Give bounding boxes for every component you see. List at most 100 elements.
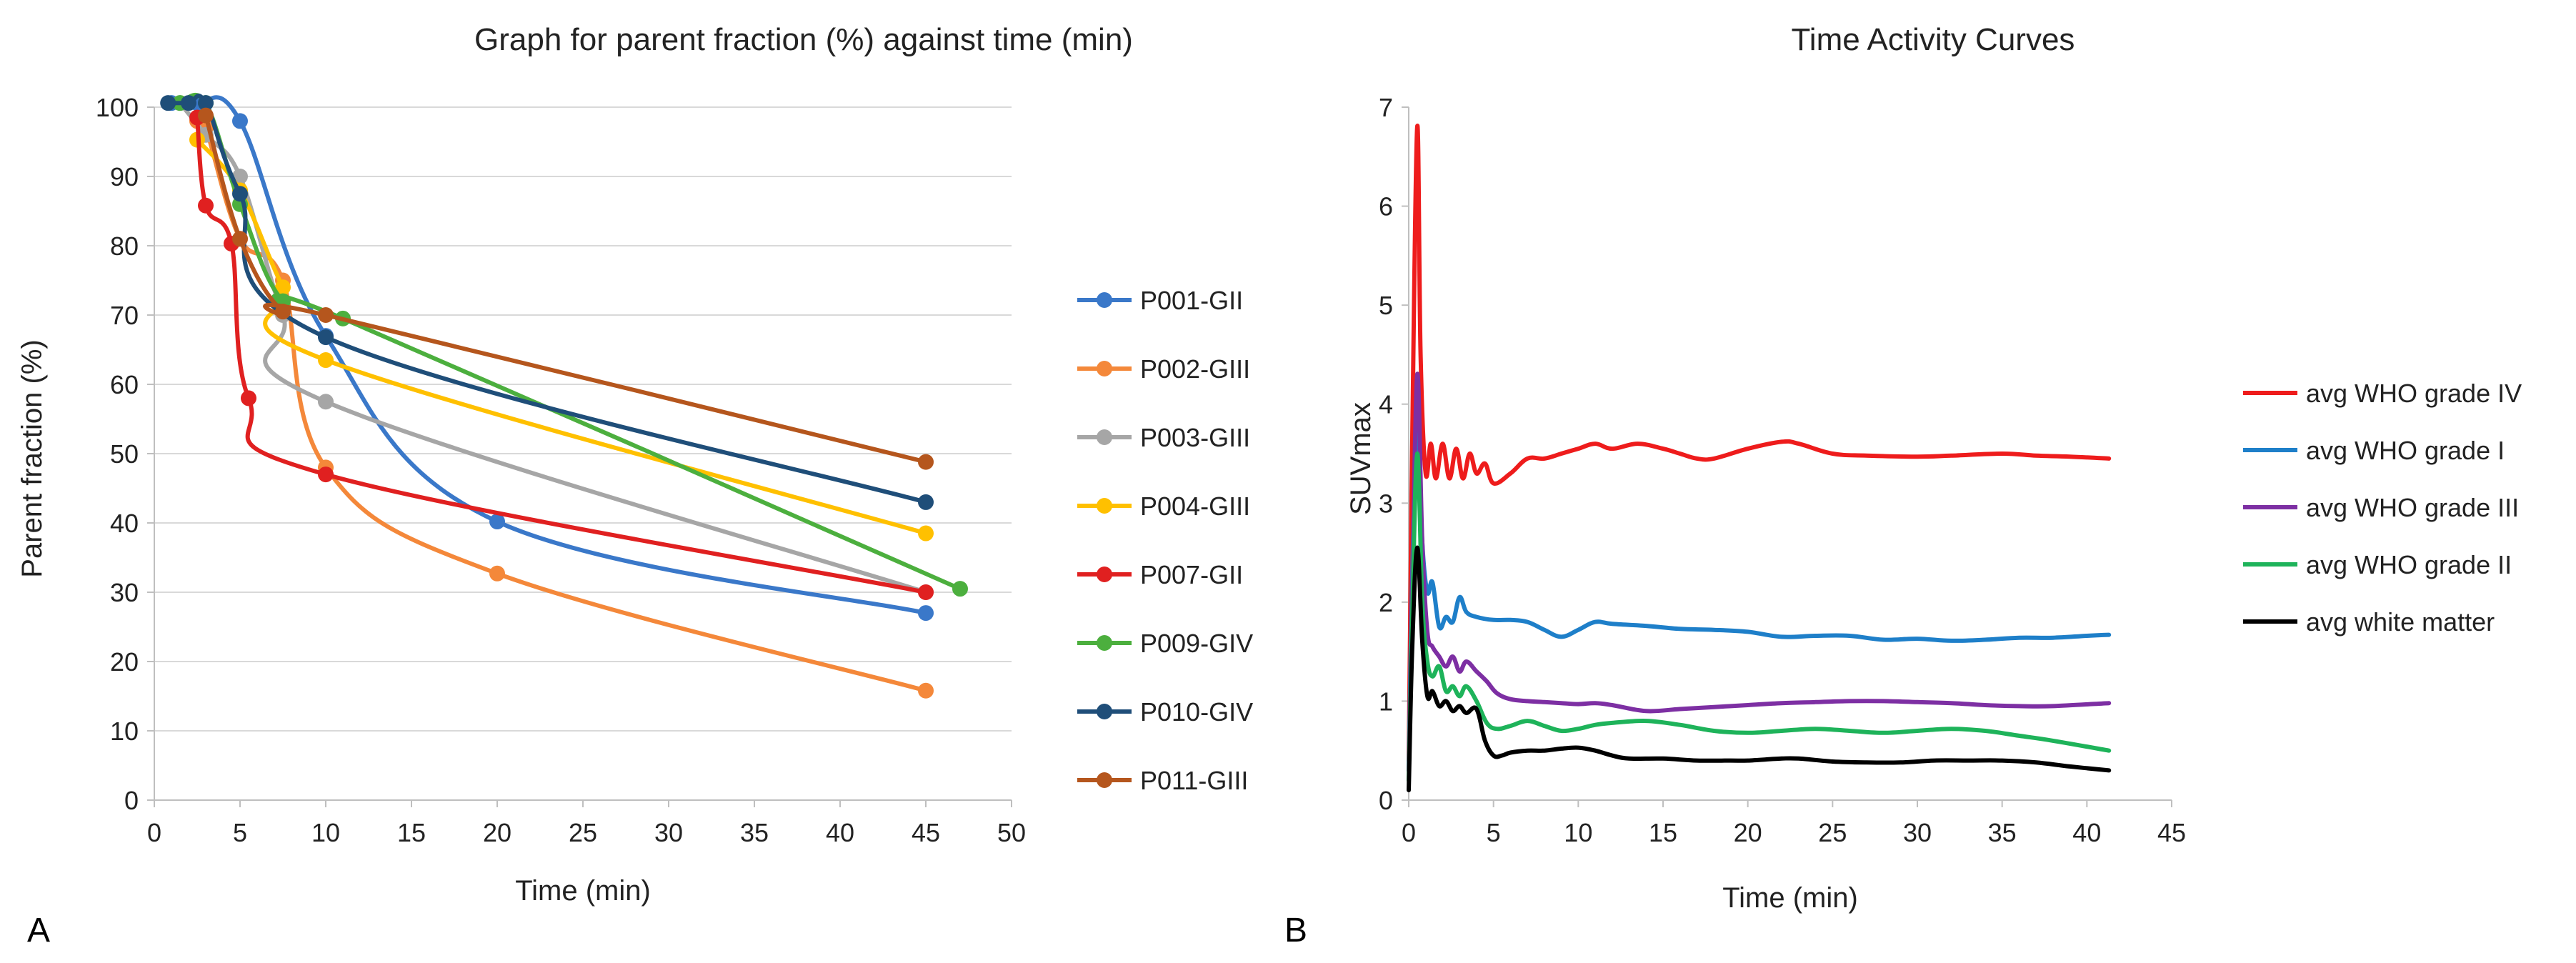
chart-a-y-tick-label: 10 <box>110 717 139 746</box>
data-point-p011-giii <box>232 231 248 247</box>
legend-marker-p003-giii <box>1097 429 1112 445</box>
chart-b-x-tick-label: 5 <box>1487 818 1501 847</box>
chart-a-y-tick-label: 60 <box>110 370 139 399</box>
data-point-p011-giii <box>918 454 934 470</box>
data-point-p001-gii <box>489 514 505 530</box>
data-point-p007-gii <box>198 197 214 214</box>
chart-b-y-tick-label: 6 <box>1379 192 1393 221</box>
data-point-p010-giv <box>318 329 334 346</box>
chart-b-y-tick-label: 0 <box>1379 786 1393 815</box>
chart-b-y-tick-label: 4 <box>1379 390 1393 419</box>
chart-a-x-tick-label: 5 <box>233 818 247 847</box>
series-avg-who-grade-ii <box>1407 451 2112 783</box>
legend-label-avg-who-grade-iii: avg WHO grade III <box>2306 493 2519 522</box>
chart-a-x-tick-label: 10 <box>311 818 340 847</box>
series-avg-white-matter <box>1407 545 2112 793</box>
legend-label-p011-giii: P011-GIII <box>1140 766 1248 795</box>
data-point-p001-gii <box>918 605 934 622</box>
chart-a-legend: P001-GII P002-GIII P003-GIII P004-GIII P007-… <box>1077 286 1253 795</box>
chart-a-y-ticks: 0 10 20 30 40 50 60 70 80 90 100 <box>96 93 139 815</box>
series-line-p002-giii <box>195 114 928 693</box>
series-line-avg-who-grade-iii <box>1407 371 2112 773</box>
legend-item-avg-who-grade-iv: avg WHO grade IV <box>2243 379 2522 408</box>
data-point-p010-giv <box>160 95 176 111</box>
data-point-p010-giv <box>232 186 248 202</box>
legend-item-p004-giii: P004-GIII <box>1077 492 1250 521</box>
chart-b-x-tick-label: 10 <box>1564 818 1592 847</box>
chart-a-x-tick-label: 45 <box>912 818 940 847</box>
chart-a-axes <box>147 106 1012 807</box>
panel-label-b: B <box>1284 912 1307 949</box>
legend-item-p001-gii: P001-GII <box>1077 286 1243 315</box>
data-point-p004-giii <box>275 279 291 296</box>
legend-label-p004-giii: P004-GIII <box>1140 492 1250 521</box>
chart-b-y-ticks: 0 1 2 3 4 5 6 7 <box>1379 93 1393 815</box>
chart-b-x-tick-label: 45 <box>2157 818 2186 847</box>
chart-a-y-tick-label: 90 <box>110 162 139 191</box>
legend-item-avg-white-matter: avg white matter <box>2243 607 2495 637</box>
chart-a-y-tick-label: 20 <box>110 647 139 677</box>
legend-item-avg-who-grade-i: avg WHO grade I <box>2243 436 2505 465</box>
chart-a-series <box>160 92 968 699</box>
chart-b-x-tick-label: 40 <box>2072 818 2101 847</box>
data-point-p010-giv <box>918 494 934 510</box>
data-point-p007-gii <box>918 584 934 600</box>
data-point-p010-giv <box>181 95 196 111</box>
chart-b-y-tick-label: 2 <box>1379 588 1393 617</box>
chart-a-x-tick-label: 50 <box>997 818 1026 847</box>
legend-marker-p004-giii <box>1097 498 1112 514</box>
chart-b-x-ticks: 0 5 10 15 20 25 30 35 40 45 <box>1402 818 2186 847</box>
series-line-p009-giv <box>178 92 962 592</box>
chart-a-y-axis-label: Parent fraction (%) <box>16 339 48 577</box>
series-avg-who-grade-iii <box>1407 371 2112 773</box>
chart-b-y-axis-label: SUVmax <box>1345 402 1377 515</box>
series-line-avg-who-grade-ii <box>1407 451 2112 783</box>
chart-b-x-tick-label: 0 <box>1402 818 1416 847</box>
chart-a-x-tick-label: 20 <box>483 818 511 847</box>
series-line-p007-gii <box>195 115 928 594</box>
series-p001-gii <box>164 95 934 622</box>
data-point-p004-giii <box>918 525 934 542</box>
chart-b-y-tick-label: 5 <box>1379 291 1393 320</box>
series-avg-who-grade-i <box>1407 421 2112 773</box>
chart-a-x-tick-label: 35 <box>740 818 769 847</box>
legend-label-avg-who-grade-iv: avg WHO grade IV <box>2306 379 2522 408</box>
legend-item-p011-giii: P011-GIII <box>1077 766 1248 795</box>
data-point-p002-giii <box>918 682 934 699</box>
chart-b-title: Time Activity Curves <box>1792 22 2075 57</box>
legend-label-p010-giv: P010-GIV <box>1140 697 1253 727</box>
legend-item-p010-giv: P010-GIV <box>1077 697 1253 727</box>
legend-label-p001-gii: P001-GII <box>1140 286 1243 315</box>
data-point-p011-giii <box>275 304 291 320</box>
chart-b-series <box>1407 124 2112 793</box>
chart-b-legend: avg WHO grade IV avg WHO grade I avg WHO g… <box>2243 379 2522 637</box>
chart-a-x-axis-label: Time (min) <box>515 875 651 907</box>
chart-a-y-tick-label: 80 <box>110 231 139 261</box>
chart-b-x-tick-label: 35 <box>1988 818 2017 847</box>
data-point-p011-giii <box>198 107 214 124</box>
legend-item-p002-giii: P002-GIII <box>1077 354 1250 384</box>
data-point-p011-giii <box>318 307 334 323</box>
chart-a-title: Graph for parent fraction (%) against ti… <box>474 22 1133 57</box>
data-point-p004-giii <box>318 352 334 369</box>
series-line-avg-white-matter <box>1407 545 2112 793</box>
legend-item-p003-giii: P003-GIII <box>1077 423 1250 452</box>
legend-label-avg-white-matter: avg white matter <box>2306 607 2495 637</box>
legend-marker-p011-giii <box>1097 772 1112 788</box>
data-point-p002-giii <box>489 565 505 582</box>
series-p011-giii <box>198 107 934 470</box>
legend-item-p009-giv: P009-GIV <box>1077 629 1253 658</box>
data-point-p003-giii <box>318 394 334 410</box>
series-avg-who-grade-iv <box>1407 124 2112 763</box>
chart-b-x-tick-label: 15 <box>1649 818 1677 847</box>
legend-marker-p002-giii <box>1097 361 1112 376</box>
chart-a-y-tick-label: 40 <box>110 509 139 538</box>
legend-marker-p009-giv <box>1097 635 1112 651</box>
legend-label-p007-gii: P007-GII <box>1140 560 1243 589</box>
series-line-avg-who-grade-iv <box>1407 124 2112 763</box>
series-line-p011-giii <box>204 113 928 464</box>
data-point-p010-giv <box>198 95 214 111</box>
chart-a-x-ticks: 0 5 10 15 20 25 30 35 40 45 50 <box>147 818 1026 847</box>
